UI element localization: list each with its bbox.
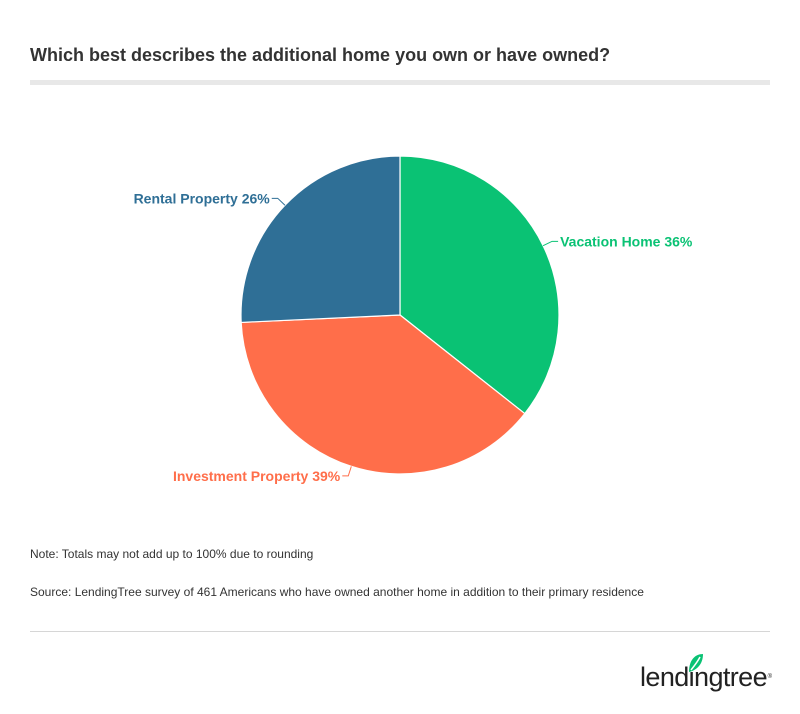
leader-line xyxy=(271,197,286,206)
slice-label: Investment Property 39% xyxy=(173,468,341,484)
leader-line xyxy=(542,240,559,247)
pie-slice-vacation-home xyxy=(399,155,560,415)
chart-note: Note: Totals may not add up to 100% due … xyxy=(30,547,314,561)
chart-title: Which best describes the additional home… xyxy=(30,45,611,65)
leaf-icon xyxy=(689,654,703,672)
pie-slice-investment-property xyxy=(240,314,526,475)
slice-label: Rental Property 26% xyxy=(134,190,271,206)
leader-line xyxy=(342,466,352,477)
lendingtree-logo: lendingtree ® xyxy=(640,652,772,696)
title-divider xyxy=(30,80,770,85)
trademark-mark: ® xyxy=(767,674,772,680)
pie-slice-rental-property xyxy=(240,155,401,324)
pie-chart: Vacation Home 36% Investment Property 39%… xyxy=(134,155,693,484)
footer-divider xyxy=(30,631,770,632)
chart-source: Source: LendingTree survey of 461 Americ… xyxy=(30,585,644,599)
logo-wordmark: lendingtree xyxy=(640,662,768,692)
slice-label: Vacation Home 36% xyxy=(560,233,693,249)
